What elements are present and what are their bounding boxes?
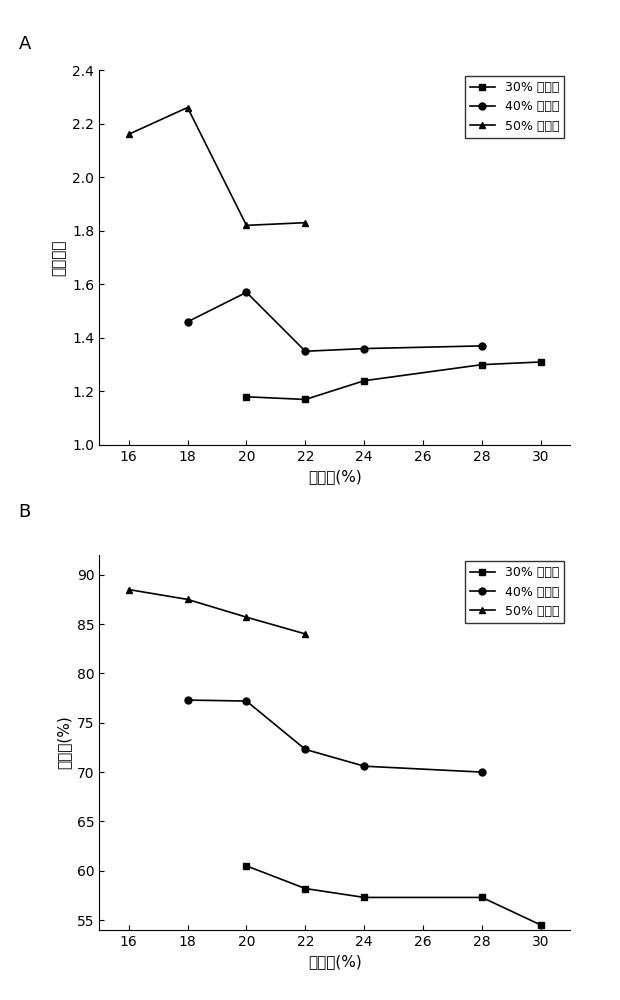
50% 异丙醇: [301, 628, 309, 640]
Text: A: A: [19, 35, 31, 53]
30% 异丙醇: [301, 393, 309, 405]
Line: 50% 异丙醇: 50% 异丙醇: [125, 586, 309, 637]
30% 异丙醇: [479, 359, 486, 371]
30% 异丙醇: [360, 375, 368, 387]
Line: 40% 异丙醇: 40% 异丙醇: [184, 289, 485, 355]
40% 异丙醇: [242, 286, 250, 298]
50% 异丙醇: [301, 217, 309, 229]
40% 异丙醇: [360, 343, 368, 355]
30% 异丙醇: [537, 919, 545, 931]
30% 异丙醇: [537, 356, 545, 368]
Line: 50% 异丙醇: 50% 异丙醇: [125, 104, 309, 229]
Legend: 30% 异丙醇, 40% 异丙醇, 50% 异丙醇: 30% 异丙醇, 40% 异丙醇, 50% 异丙醇: [464, 76, 564, 138]
Legend: 30% 异丙醇, 40% 异丙醇, 50% 异丙醇: 30% 异丙醇, 40% 异丙醇, 50% 异丙醇: [464, 561, 564, 623]
40% 异丙醇: [301, 345, 309, 357]
Y-axis label: 回收率(%): 回收率(%): [56, 716, 71, 769]
X-axis label: 葡萄糖(%): 葡萄糖(%): [308, 469, 361, 484]
30% 异丙醇: [360, 891, 368, 903]
40% 异丙醇: [242, 695, 250, 707]
X-axis label: 葡萄糖(%): 葡萄糖(%): [308, 954, 361, 969]
40% 异丙醇: [184, 694, 191, 706]
40% 异丙醇: [479, 766, 486, 778]
30% 异丙醇: [301, 883, 309, 895]
50% 异丙醇: [242, 611, 250, 623]
30% 异丙醇: [242, 860, 250, 872]
40% 异丙醇: [184, 316, 191, 328]
30% 异丙醇: [479, 891, 486, 903]
50% 异丙醇: [242, 219, 250, 231]
40% 异丙醇: [360, 760, 368, 772]
40% 异丙醇: [301, 743, 309, 755]
Line: 30% 异丙醇: 30% 异丙醇: [243, 358, 544, 403]
Y-axis label: 分配系数: 分配系数: [51, 239, 67, 276]
50% 异丙醇: [125, 584, 132, 596]
Line: 40% 异丙醇: 40% 异丙醇: [184, 697, 485, 776]
Text: B: B: [19, 503, 31, 521]
50% 异丙醇: [125, 128, 132, 140]
Line: 30% 异丙醇: 30% 异丙醇: [243, 862, 544, 929]
30% 异丙醇: [242, 391, 250, 403]
40% 异丙醇: [479, 340, 486, 352]
50% 异丙醇: [184, 101, 191, 113]
50% 异丙醇: [184, 593, 191, 605]
